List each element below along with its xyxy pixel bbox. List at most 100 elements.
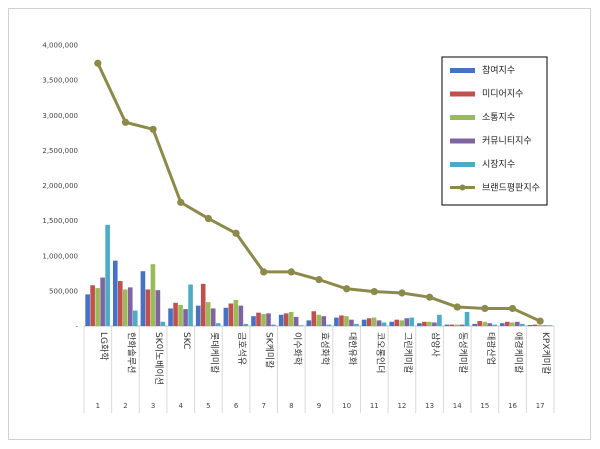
line-point [508,304,517,313]
line-point [287,268,295,276]
bar [537,324,543,326]
bar [532,324,538,326]
rank-label: 14 [453,402,462,410]
bar [293,316,299,326]
bar [117,281,123,326]
bar [444,324,450,326]
bar [515,321,520,326]
bar [505,321,510,326]
bar [112,260,118,326]
bar [381,322,387,326]
bar [454,324,460,326]
bar [200,283,206,326]
rank-label: 13 [425,402,434,410]
category-label: SKC [181,332,191,349]
bar [437,314,442,326]
legend-label: 미디어지수 [482,89,523,100]
bar [243,323,249,326]
bar [271,324,276,326]
legend-swatch [450,138,475,144]
bar [100,277,105,326]
bar [306,320,312,326]
bar [371,317,377,326]
line-point [398,289,406,297]
bar [122,289,128,326]
bar [366,318,372,326]
bar [492,324,497,326]
bar [449,324,455,326]
rank-label: 5 [206,402,210,410]
legend-swatch [450,91,475,97]
bar [316,314,322,326]
line-point [536,317,544,325]
bar [311,311,317,326]
bar [215,323,221,326]
bar [339,315,344,326]
category-label: 태광산업 [485,332,497,365]
rank-label: 2 [123,402,127,410]
category-label: 대한유화 [347,332,358,365]
line-point [149,125,157,133]
legend-label: 소통지수 [482,112,515,123]
line-point [121,118,130,126]
bar [266,313,271,326]
bar [210,308,216,326]
y-tick-label: 2,500,000 [42,147,78,155]
bar [228,303,234,326]
y-tick-label: 2,000,000 [42,182,78,190]
bar [140,271,146,326]
bar [376,320,382,326]
line-point [315,276,323,284]
bar [298,325,304,326]
category-label: 삼양사 [430,332,441,358]
category-label: SK이노베이션 [153,332,164,385]
rank-label: 11 [370,402,379,410]
rank-label: 8 [289,402,293,410]
rank-label: 6 [234,402,239,410]
bar [459,324,465,326]
category-label: 그린케미칼 [402,332,413,373]
legend-label: 시장지수 [482,159,515,170]
category-label: 한화솔루션 [125,332,136,373]
rank-label: 9 [317,402,321,410]
line-point [481,304,489,313]
category-label: 이수화학 [291,332,302,365]
legend-swatch [450,162,475,167]
chart-frame: - 500,000 1,000,000 1,500,000 2,000,000 2,500… [8,8,591,440]
bar [404,318,410,326]
bar [145,289,151,326]
rank-label: 4 [179,402,184,410]
category-label: 코오롱인더 [374,332,385,373]
bar [283,313,289,326]
bar [195,305,201,326]
category-label: LG화학 [98,332,109,361]
category-label: KPX케미칼 [540,332,551,374]
bar [155,290,161,326]
bar [349,319,354,326]
bar [288,311,294,326]
bar [127,287,133,326]
category-label: 금호석유 [236,332,247,365]
bar [354,323,359,326]
category-label: 효성화학 [319,332,330,365]
y-tick-label: - [75,323,78,331]
bar [477,321,482,326]
bar [188,284,193,326]
rank-label: 15 [480,402,489,410]
line-point [204,214,213,223]
y-tick-label: 1,500,000 [42,217,78,225]
bar [399,320,405,326]
bar [527,324,533,326]
rank-label: 10 [342,402,351,410]
bar [223,307,229,326]
legend-swatch [450,115,475,120]
bar [326,324,332,326]
y-tick-label: 3,000,000 [42,112,78,120]
line-point [177,198,185,206]
bar [344,316,349,326]
bar [482,321,487,326]
rank-label: 12 [397,402,406,410]
bar [487,323,492,326]
category-label: 롯데케미칼 [208,332,219,373]
